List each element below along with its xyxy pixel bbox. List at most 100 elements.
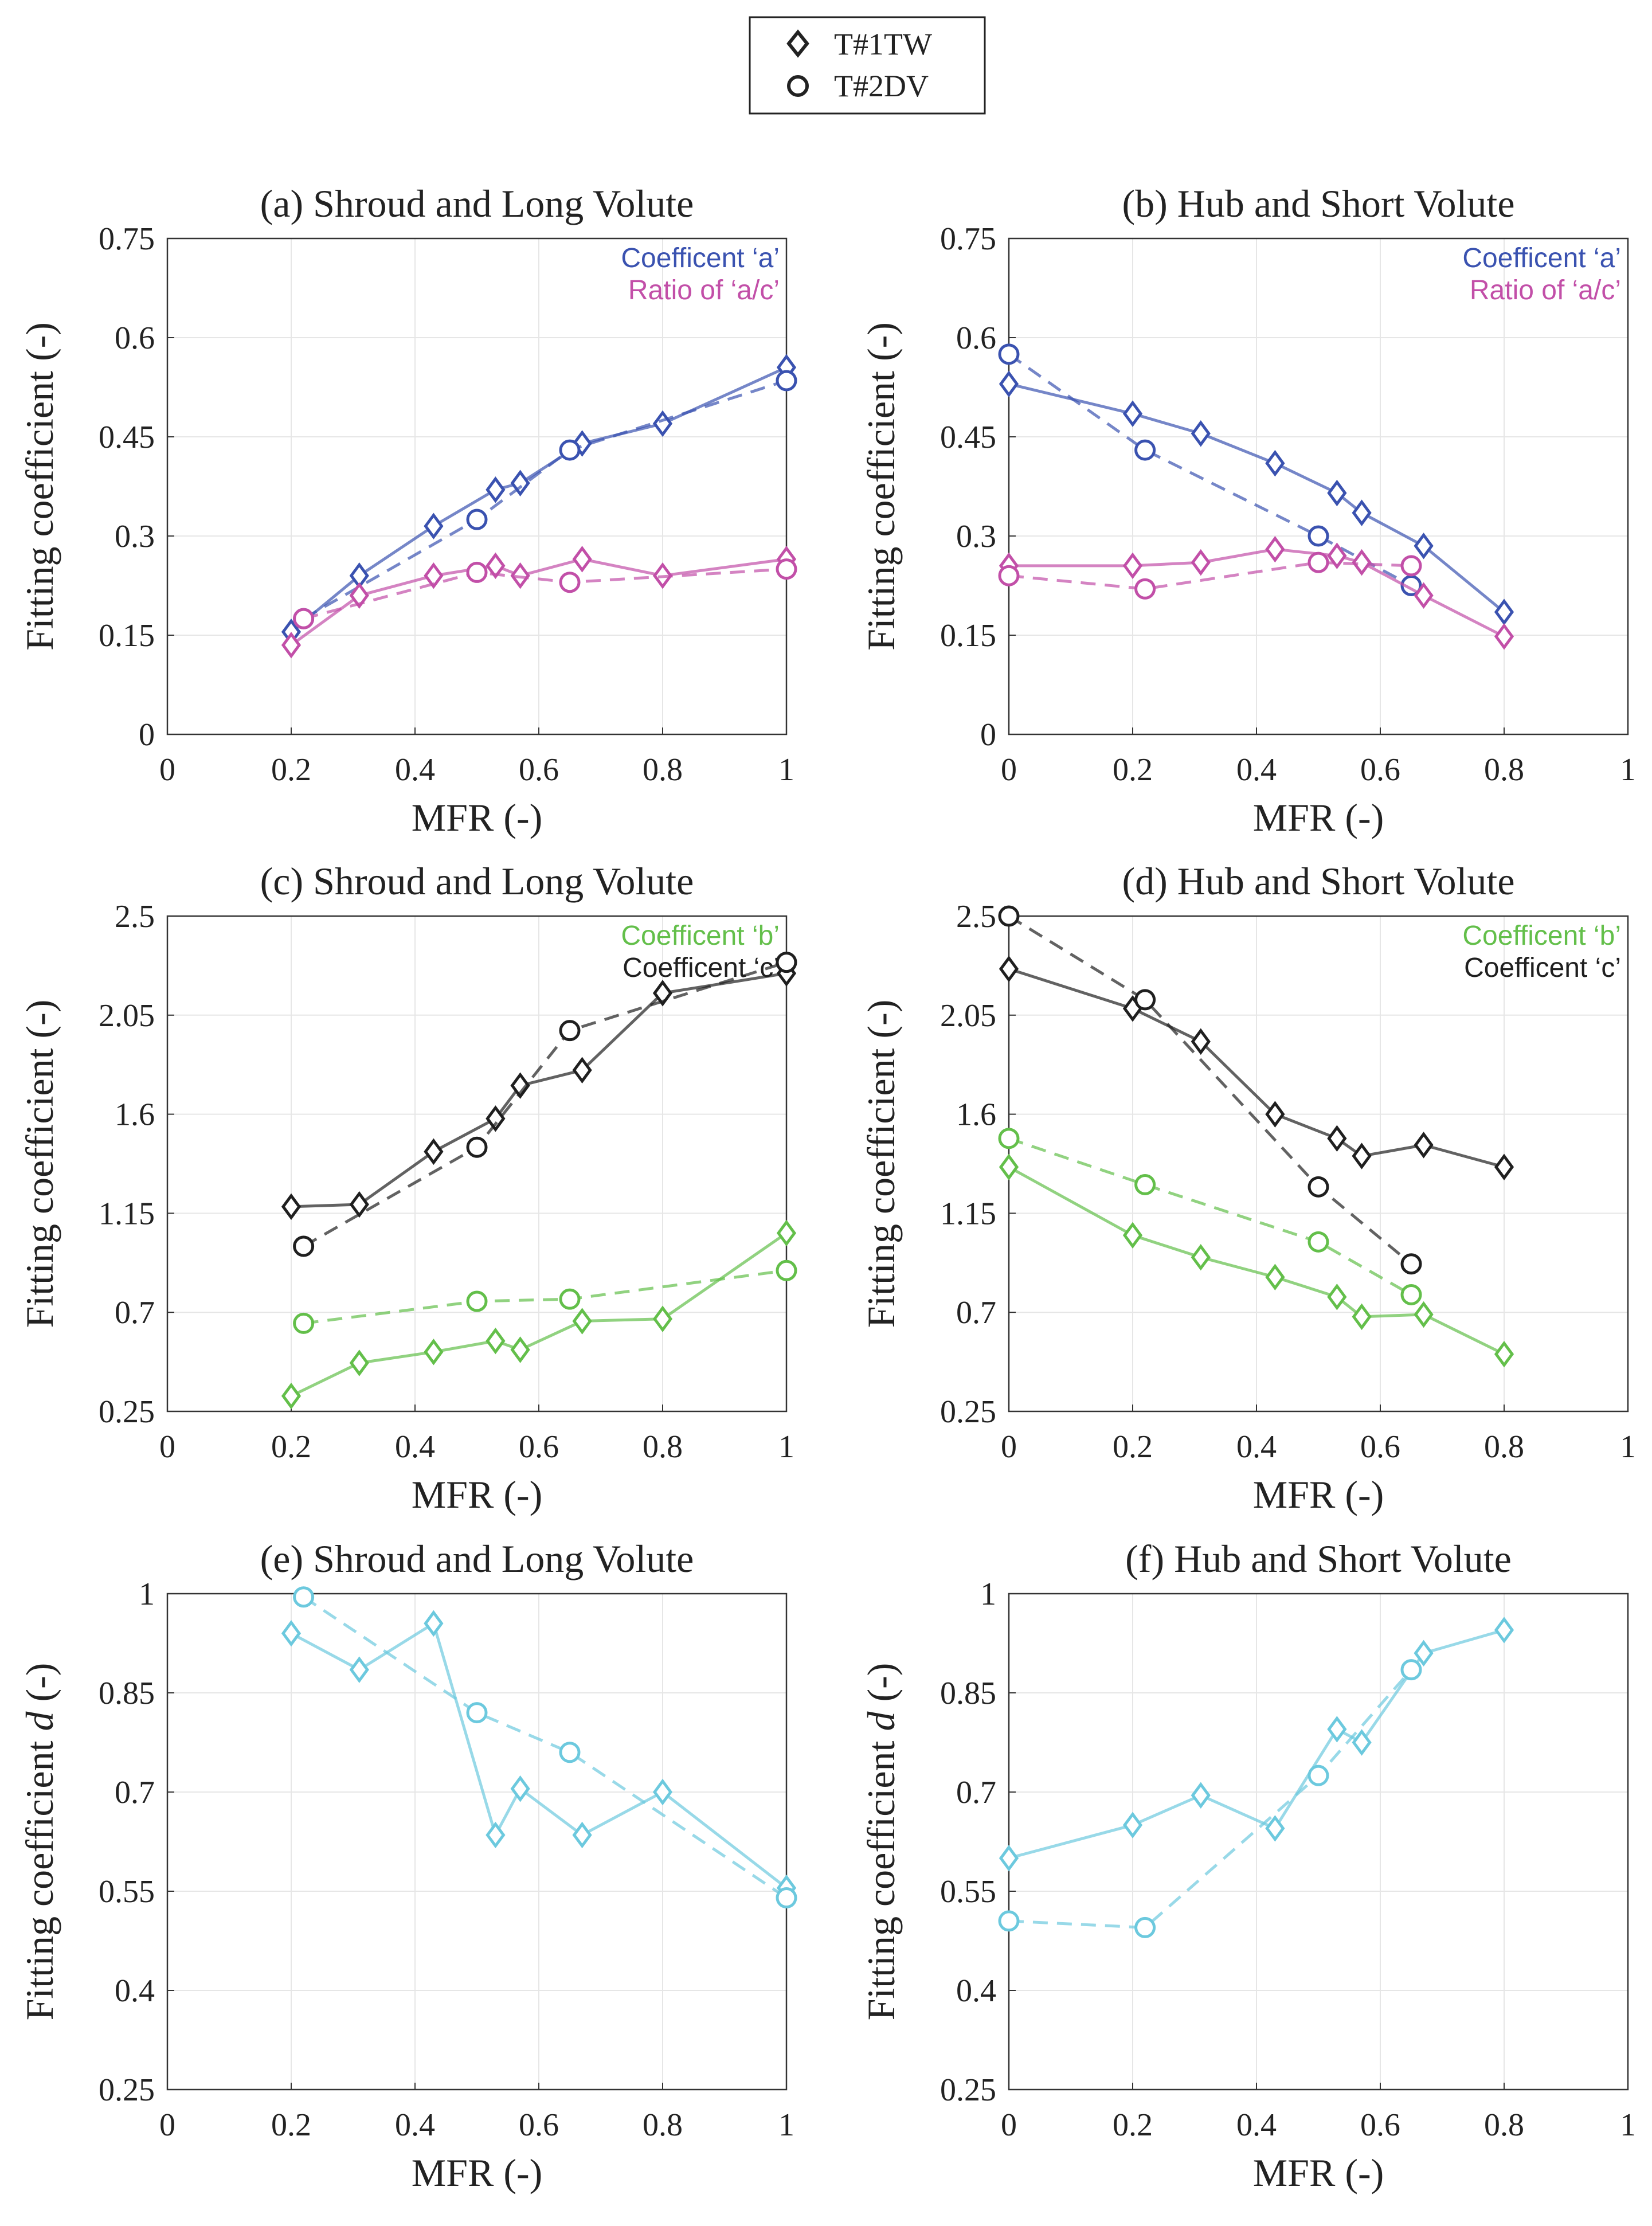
y-tick-label: 2.5 <box>115 899 155 934</box>
panel-title: (c) Shroud and Long Volute <box>260 859 694 903</box>
diamond-point <box>424 513 444 539</box>
series-line <box>303 961 787 1248</box>
diamond-point <box>486 476 506 503</box>
series-d-circle <box>293 1586 797 1909</box>
y-tick-label: 0.85 <box>99 1676 155 1711</box>
diamond-marker-icon <box>786 29 809 58</box>
axes-frame <box>1008 237 1629 736</box>
circle-point <box>1134 1173 1156 1195</box>
y-tick-label: 0.7 <box>956 1775 996 1810</box>
diamond-point <box>486 552 506 580</box>
y-tick-label: 0.85 <box>940 1676 996 1711</box>
diamond-point <box>1327 479 1347 507</box>
circle-point <box>1307 1176 1329 1198</box>
x-tick-label: 0.8 <box>643 1429 683 1465</box>
y-tick-label: 2.05 <box>940 998 996 1034</box>
series-line <box>1008 1668 1412 1929</box>
diamond-point <box>486 1105 506 1132</box>
circle-point <box>293 608 315 629</box>
y-tick-label: 0.45 <box>99 420 155 455</box>
circle-point <box>1400 555 1422 577</box>
diamond-point <box>1494 1617 1514 1644</box>
diamond-point <box>1414 582 1434 609</box>
diamond-point <box>652 980 673 1007</box>
x-tick-label: 0.8 <box>643 2107 683 2143</box>
x-tick-label: 0.4 <box>395 2107 435 2143</box>
x-tick-label: 0.2 <box>1113 2107 1153 2143</box>
diamond-point <box>776 1219 797 1247</box>
diamond-point <box>1352 1143 1372 1169</box>
diamond-point <box>281 1382 302 1410</box>
circle-point <box>776 558 797 580</box>
diamond-point <box>510 1775 530 1802</box>
x-tick-label: 1 <box>1620 752 1636 788</box>
diamond-point <box>1494 623 1514 650</box>
diamond-point <box>1265 1101 1285 1128</box>
y-tick-label: 0.55 <box>99 1874 155 1910</box>
diamond-point <box>652 1778 673 1806</box>
circle-point <box>466 1136 488 1158</box>
legend-entry-circle: T#2DV <box>787 69 929 103</box>
circle-point <box>998 565 1020 586</box>
chart-panel-c: 0 0.2 0.4 0.6 0.8 1 0.25 0.7 1.15 1.6 2.05 2.5 (c) S… <box>18 859 797 1516</box>
circle-point <box>998 1128 1020 1149</box>
y-tick-label: 0.7 <box>956 1295 996 1331</box>
y-axis-label: Fitting coefficient (-) <box>18 322 61 651</box>
x-tick-label: 0.4 <box>395 752 435 788</box>
x-tick-label: 0.4 <box>1236 752 1277 788</box>
x-tick-label: 1 <box>1620 2107 1636 2143</box>
x-tick-label: 0.2 <box>1113 752 1153 788</box>
series-line <box>1008 967 1505 1169</box>
y-tick-label: 0.6 <box>956 320 996 356</box>
series-annotation: Coefficent ‘a’ <box>1462 243 1621 273</box>
y-tick-label: 0.25 <box>99 2072 155 2108</box>
y-tick-label: 0 <box>139 717 155 753</box>
axes-frame <box>166 915 788 1413</box>
series-line <box>303 1269 787 1325</box>
y-tick-label: 0.6 <box>115 320 155 356</box>
diamond-point <box>1327 542 1347 569</box>
circle-point <box>998 1910 1020 1932</box>
x-tick-label: 1 <box>778 1429 794 1465</box>
diamond-point <box>999 370 1019 397</box>
x-tick-label: 0.4 <box>1236 2107 1277 2143</box>
y-tick-label: 0.25 <box>940 1394 996 1430</box>
diamond-point <box>424 1339 444 1366</box>
diamond-point <box>1327 1284 1347 1310</box>
series-annotation: Ratio of ‘a/c’ <box>1470 275 1621 306</box>
x-tick-label: 0.6 <box>1360 2107 1400 2143</box>
series-annotation: Coefficent ‘a’ <box>621 243 780 273</box>
diamond-point <box>424 1610 444 1637</box>
x-tick-label: 0.6 <box>519 752 559 788</box>
circle-point <box>559 1742 581 1763</box>
diamond-point <box>1122 552 1143 580</box>
circle-point <box>466 508 488 530</box>
x-tick-label: 0 <box>159 2107 175 2143</box>
chart-panels: 0 0.2 0.4 0.6 0.8 1 0 0.15 0.3 0.45 0.6 0.75 (a) Shr… <box>18 182 1636 2194</box>
series-c-circle <box>293 952 797 1257</box>
circle-point <box>293 1586 315 1608</box>
x-tick-label: 1 <box>1620 1429 1636 1465</box>
x-tick-label: 0.2 <box>271 752 311 788</box>
series-b-diamond <box>281 1219 797 1410</box>
series-b-circle <box>293 1259 797 1334</box>
y-tick-label: 0.7 <box>115 1295 155 1331</box>
diamond-point <box>652 1305 673 1332</box>
y-tick-label: 1.15 <box>99 1196 155 1231</box>
diamond-point <box>424 1138 444 1165</box>
y-tick-label: 0.25 <box>940 2072 996 2108</box>
y-tick-label: 2.05 <box>99 998 155 1034</box>
y-tick-label: 0.75 <box>940 221 996 257</box>
x-tick-label: 0.8 <box>1484 2107 1524 2143</box>
y-tick-label: 0.3 <box>956 519 996 554</box>
chart-panel-a: 0 0.2 0.4 0.6 0.8 1 0 0.15 0.3 0.45 0.6 0.75 (a) Shr… <box>18 182 797 839</box>
diamond-point <box>510 1336 530 1363</box>
x-tick-label: 0.2 <box>271 1429 311 1465</box>
series-ac-circle <box>998 551 1422 600</box>
x-axis-label: MFR (-) <box>1253 1473 1384 1516</box>
plot-area <box>1009 238 1628 734</box>
y-tick-label: 1.6 <box>956 1097 996 1133</box>
diamond-point <box>1265 449 1285 477</box>
series-b-circle <box>998 1128 1422 1305</box>
y-axis-label: Fitting coefficient (-) <box>859 322 903 651</box>
